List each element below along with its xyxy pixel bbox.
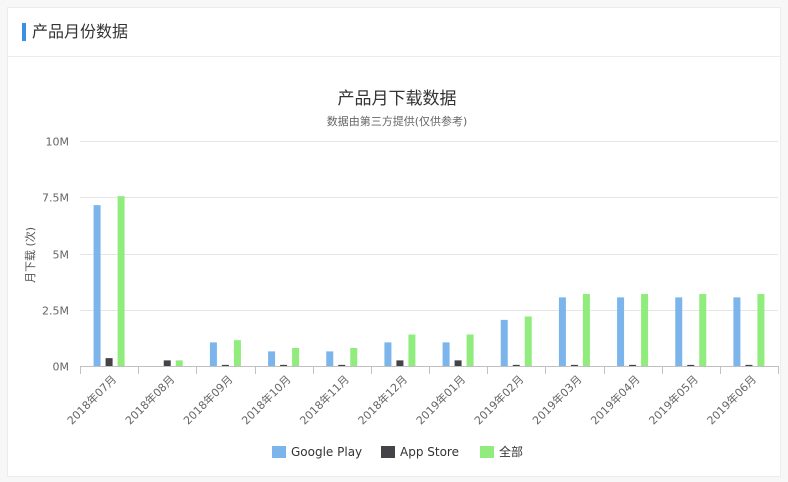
y-tick-label: 7.5M	[42, 192, 69, 205]
bar	[500, 319, 508, 366]
bar	[326, 351, 334, 366]
legend-swatch	[381, 446, 395, 458]
legend-item[interactable]: Google Play	[272, 445, 362, 459]
bar	[570, 364, 578, 366]
bar	[617, 297, 625, 366]
bar	[675, 297, 683, 366]
legend-label: 全部	[499, 444, 523, 459]
legend[interactable]: Google Play App Store 全部	[272, 444, 523, 459]
bar	[512, 364, 520, 366]
bar	[757, 294, 765, 366]
x-tick-label: 2018年08月	[122, 372, 177, 427]
panel-header: 产品月份数据	[8, 8, 780, 57]
x-tick-label: 2018年07月	[64, 372, 119, 427]
header-accent-bar	[22, 23, 26, 41]
bar	[558, 297, 566, 366]
bar	[163, 360, 171, 366]
chart-panel: 产品月份数据	[7, 7, 781, 477]
x-tick-label: 2018年11月	[297, 372, 352, 427]
grid-lines	[80, 141, 778, 367]
bar	[442, 342, 450, 366]
bar	[454, 360, 462, 366]
bar	[629, 364, 637, 366]
bar	[350, 348, 358, 366]
bar	[292, 348, 300, 366]
chart-subtitle: 数据由第三方提供(仅供参考)	[327, 114, 468, 128]
bar	[641, 294, 649, 366]
bar	[384, 342, 392, 366]
legend-label: Google Play	[291, 445, 362, 459]
x-tick-label: 2018年12月	[355, 372, 410, 427]
bar	[582, 294, 590, 366]
bar	[466, 334, 474, 366]
bar	[175, 360, 183, 366]
x-tick-label: 2019年05月	[646, 372, 701, 427]
y-axis-ticks: 0M 2.5M 5M 7.5M 10M	[42, 136, 69, 374]
bar	[233, 340, 241, 366]
y-tick-label: 0M	[53, 361, 70, 374]
bar	[105, 358, 113, 366]
bar	[733, 297, 741, 366]
bar	[209, 342, 217, 366]
x-tick-label: 2018年10月	[239, 372, 294, 427]
x-axis-ticks: 2018年07月 2018年08月 2018年09月 2018年10月 2018年11月…	[64, 366, 779, 427]
bar	[408, 334, 416, 366]
y-tick-label: 2.5M	[42, 305, 69, 318]
bar	[221, 364, 229, 366]
bar	[687, 364, 695, 366]
x-tick-label: 2019年04月	[588, 372, 643, 427]
section-title: 产品月份数据	[32, 22, 129, 41]
legend-swatch	[480, 446, 494, 458]
bar	[338, 364, 346, 366]
bar	[93, 205, 101, 366]
legend-item[interactable]: 全部	[480, 444, 523, 459]
bar	[699, 294, 707, 366]
x-tick-label: 2019年01月	[413, 372, 468, 427]
bars	[93, 196, 765, 366]
x-tick-label: 2018年09月	[180, 372, 235, 427]
y-axis-label: 月下载 (次)	[23, 227, 37, 283]
legend-label: App Store	[400, 445, 459, 459]
bar	[396, 360, 404, 366]
x-tick-label: 2019年03月	[529, 372, 584, 427]
y-tick-label: 5M	[53, 249, 70, 262]
x-tick-label: 2019年02月	[471, 372, 526, 427]
bar	[268, 351, 276, 366]
bar	[524, 316, 532, 366]
y-tick-label: 10M	[46, 136, 70, 149]
bar	[745, 364, 753, 366]
bar	[280, 364, 288, 366]
chart-title: 产品月下载数据	[338, 89, 457, 109]
x-tick-label: 2019年06月	[704, 372, 759, 427]
legend-item[interactable]: App Store	[381, 445, 459, 459]
bar	[117, 196, 125, 366]
legend-swatch	[272, 446, 286, 458]
